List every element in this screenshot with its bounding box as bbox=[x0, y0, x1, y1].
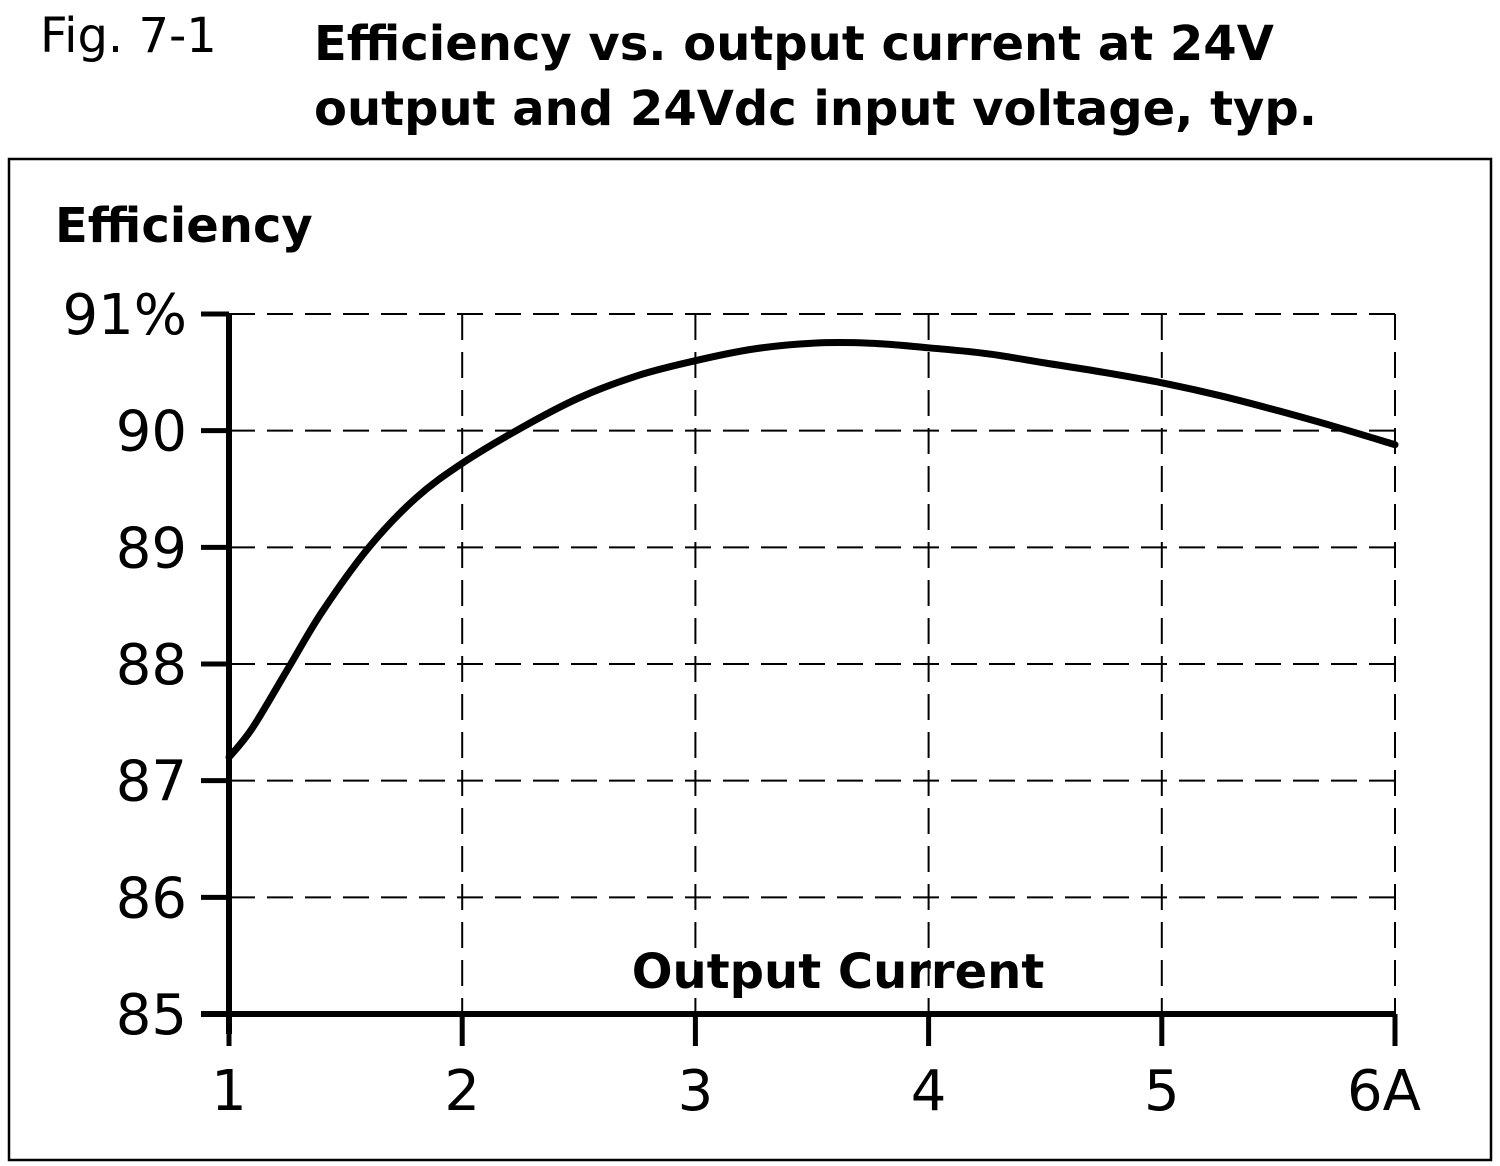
y-tick-label: 85 bbox=[116, 983, 187, 1048]
figure-title: Efficiency vs. output current at 24V out… bbox=[314, 12, 1494, 142]
y-tick-label: 90 bbox=[116, 400, 187, 465]
y-tick-labels: 85 86 87 88 89 90 91% bbox=[63, 283, 187, 1048]
figure-title-line-1: Efficiency vs. output current at 24V bbox=[314, 16, 1274, 72]
y-tick-label: 87 bbox=[116, 750, 187, 815]
y-axis-label: Efficiency bbox=[55, 198, 313, 254]
grid-lines bbox=[229, 313, 1396, 1014]
x-tick-label: 4 bbox=[911, 1059, 947, 1124]
y-tick-label: 89 bbox=[116, 516, 187, 581]
x-tick-labels: 1 2 3 4 5 6A bbox=[211, 1059, 1421, 1124]
figure-title-line-2: output and 24Vdc input voltage, typ. bbox=[314, 81, 1317, 137]
x-tick-label: 6A bbox=[1347, 1059, 1421, 1124]
y-tick-label: 86 bbox=[116, 866, 187, 931]
series-layer bbox=[225, 339, 1399, 761]
x-tick-label: 2 bbox=[444, 1059, 480, 1124]
x-tick-label: 1 bbox=[211, 1059, 247, 1124]
series-line-0 bbox=[225, 339, 1399, 761]
x-tick-label: 5 bbox=[1144, 1059, 1180, 1124]
figure-number: Fig. 7-1 bbox=[40, 8, 217, 64]
x-axis-label: Output Current bbox=[632, 944, 1045, 1000]
y-tick-label: 91% bbox=[63, 283, 187, 348]
y-tick-label: 88 bbox=[116, 633, 187, 698]
chart-frame bbox=[7, 157, 1493, 1162]
x-tick-label: 3 bbox=[678, 1059, 714, 1124]
tick-marks bbox=[201, 311, 1398, 1046]
axes bbox=[201, 314, 1395, 1034]
